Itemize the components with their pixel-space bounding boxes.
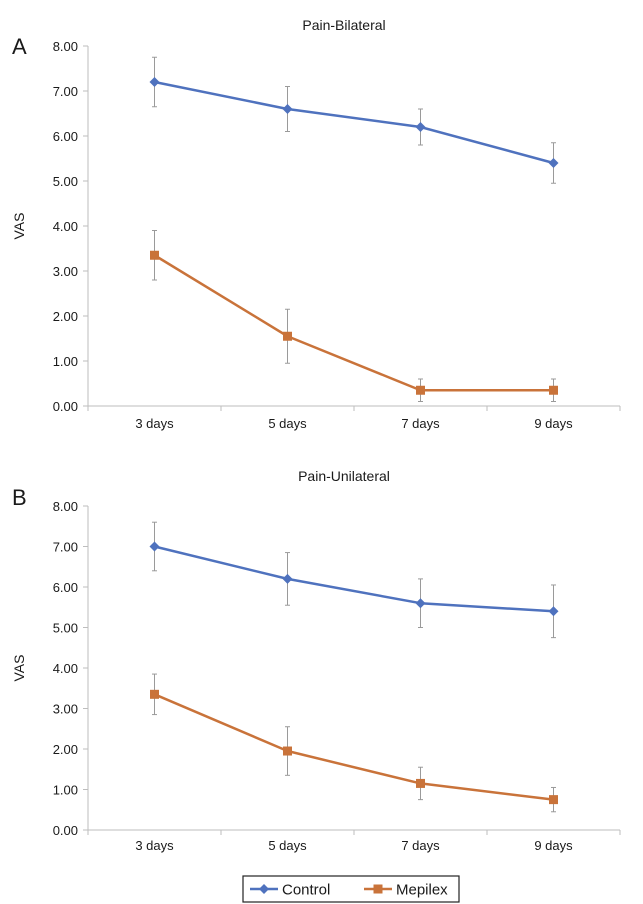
legend-marker-diamond — [259, 884, 269, 894]
y-tick-label: 8.00 — [53, 39, 78, 54]
data-point-square — [549, 795, 558, 805]
series-line — [154, 80, 554, 165]
data-point-square — [150, 250, 159, 260]
y-tick-label: 1.00 — [53, 354, 78, 369]
y-tick-label: 4.00 — [53, 219, 78, 234]
chart-title: Pain-Bilateral — [302, 17, 385, 33]
data-point-diamond — [282, 573, 293, 584]
legend-box — [242, 875, 460, 903]
legend-label: Mepilex — [396, 882, 448, 899]
y-tick-label: 6.00 — [53, 580, 78, 595]
series-line — [154, 693, 554, 801]
series-line — [154, 545, 554, 613]
chart-title: Pain-Unilateral — [298, 468, 390, 484]
y-tick-label: 0.00 — [53, 399, 78, 414]
chart-panel-a: A Pain-Bilateral VAS 0.00 1.00 2.00 3.00 4.00 5.… — [11, 17, 621, 431]
x-tick-label: 7 days — [401, 416, 440, 431]
legend: Control Mepilex — [242, 875, 460, 903]
y-tick-label: 6.00 — [53, 129, 78, 144]
data-point-square — [416, 778, 425, 788]
y-tick-label: 2.00 — [53, 742, 78, 757]
series-line — [153, 254, 554, 392]
data-point-diamond — [282, 104, 293, 114]
series-control — [149, 521, 559, 639]
data-point-square — [283, 746, 292, 756]
y-tick-label: 5.00 — [53, 621, 78, 636]
series-control — [149, 56, 559, 184]
x-tick-label: 3 days — [135, 838, 174, 853]
y-tick-label: 4.00 — [53, 661, 78, 676]
x-tick-label: 3 days — [135, 416, 174, 431]
y-tick-label: 7.00 — [53, 540, 78, 555]
data-point-square — [549, 385, 558, 395]
y-tick-label: 7.00 — [53, 84, 78, 99]
y-tick-label: 2.00 — [53, 309, 78, 324]
y-tick-label: 3.00 — [53, 702, 78, 717]
panel-letter: A — [12, 34, 27, 59]
x-tick-label: 7 days — [401, 838, 440, 853]
y-axis-label: VAS — [11, 213, 27, 240]
y-tick-label: 3.00 — [53, 264, 78, 279]
y-tick-label: 8.00 — [53, 499, 78, 514]
series-mepilex — [150, 230, 558, 402]
data-point-diamond — [548, 158, 559, 168]
y-tick-label: 1.00 — [53, 783, 78, 798]
x-tick-label: 9 days — [534, 416, 573, 431]
data-point-diamond — [415, 598, 426, 609]
x-tick-label: 5 days — [268, 838, 307, 853]
chart-panel-b: B Pain-Unilateral VAS 0.00 1.00 2.00 3.00 4.00 5… — [11, 468, 621, 853]
data-point-diamond — [149, 77, 160, 87]
y-tick-label: 0.00 — [53, 823, 78, 838]
data-point-square — [150, 689, 159, 699]
data-point-square — [416, 385, 425, 395]
legend-marker-square — [373, 884, 383, 894]
series-mepilex — [150, 673, 558, 813]
y-axis-label: VAS — [11, 655, 27, 682]
data-point-square — [283, 331, 292, 341]
x-tick-label: 5 days — [268, 416, 307, 431]
panel-letter: B — [12, 485, 27, 510]
data-point-diamond — [548, 606, 559, 617]
legend-label: Control — [282, 882, 330, 899]
x-tick-label: 9 days — [534, 838, 573, 853]
legend-entry-mepilex: Mepilex — [364, 882, 448, 899]
data-point-diamond — [415, 122, 426, 132]
legend-entry-control: Control — [250, 882, 330, 899]
y-tick-label: 5.00 — [53, 174, 78, 189]
data-point-diamond — [149, 541, 160, 552]
